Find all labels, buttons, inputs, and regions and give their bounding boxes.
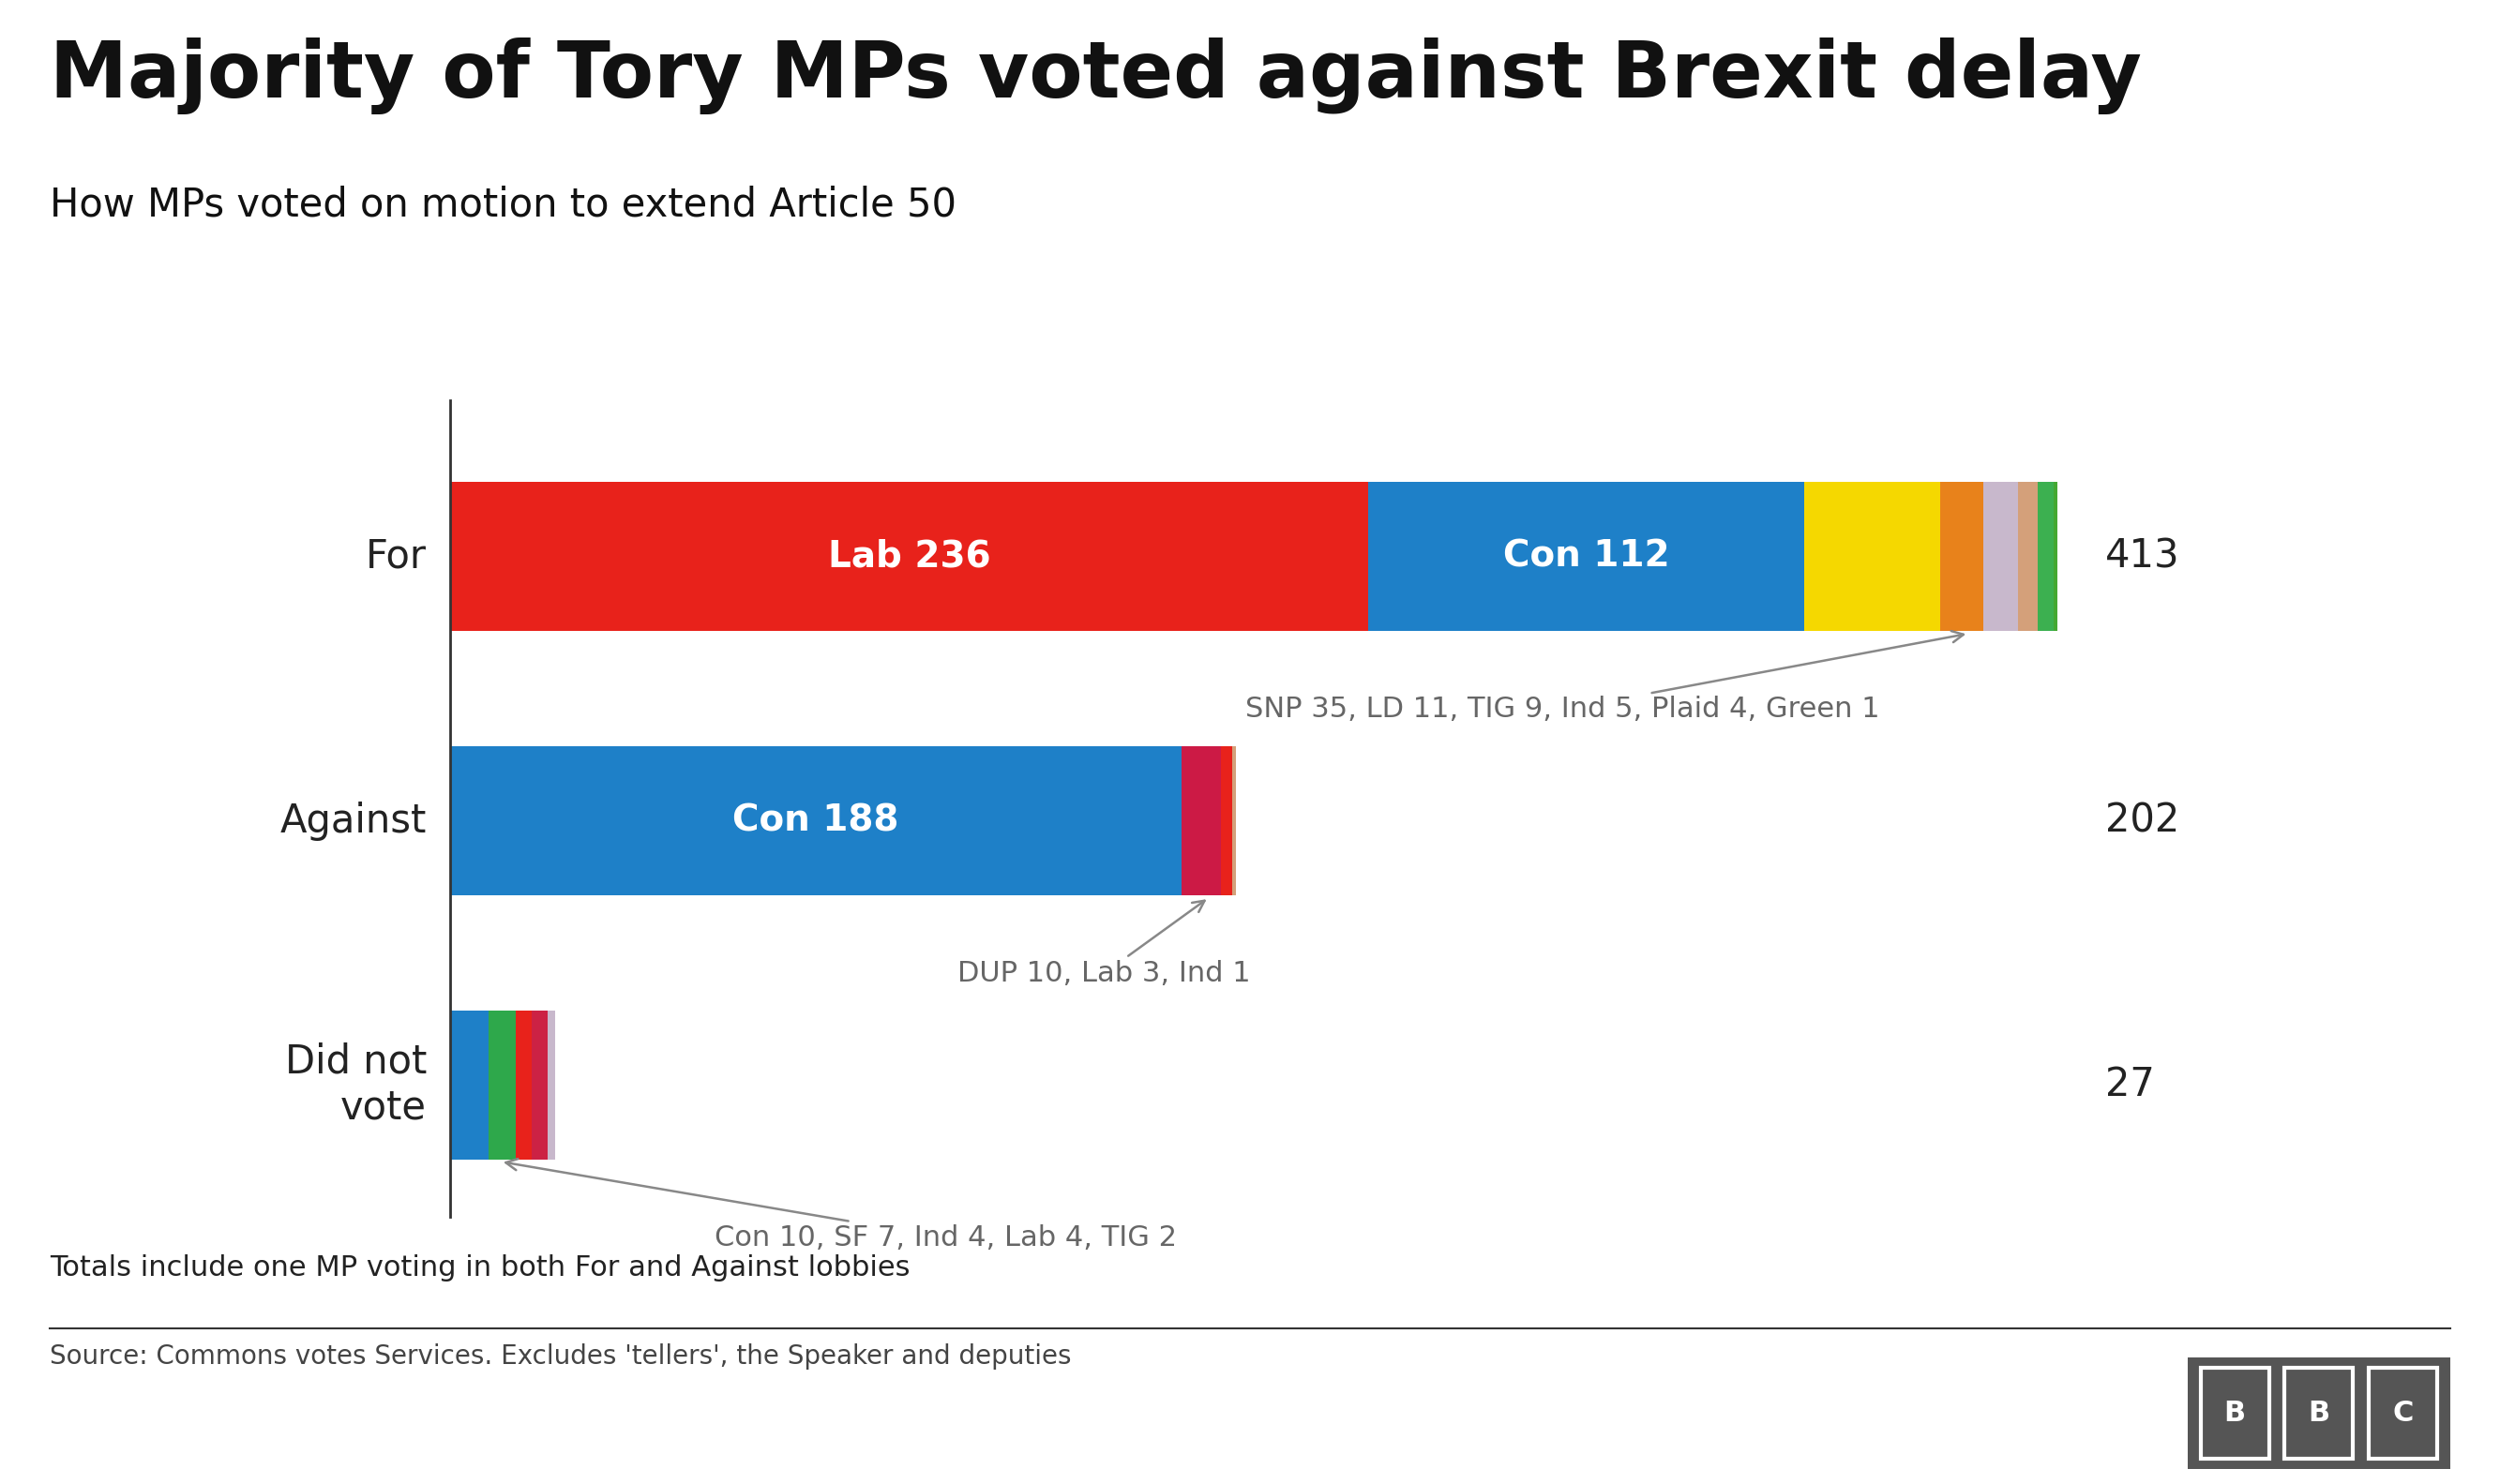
Bar bbox=[450, 482, 1368, 631]
Bar bbox=[450, 746, 1182, 895]
Text: Con 10, SF 7, Ind 4, Lab 4, TIG 2: Con 10, SF 7, Ind 4, Lab 4, TIG 2 bbox=[505, 1159, 1178, 1251]
Bar bbox=[2200, 1368, 2270, 1459]
Text: 27: 27 bbox=[2105, 1066, 2155, 1104]
Text: B: B bbox=[2225, 1399, 2245, 1428]
Bar bbox=[2018, 482, 2037, 631]
Text: SNP 35, LD 11, TIG 9, Ind 5, Plaid 4, Green 1: SNP 35, LD 11, TIG 9, Ind 5, Plaid 4, Gr… bbox=[1245, 631, 1962, 723]
Bar bbox=[2285, 1368, 2352, 1459]
Text: How MPs voted on motion to extend Article 50: How MPs voted on motion to extend Articl… bbox=[50, 186, 958, 226]
Bar bbox=[515, 1011, 533, 1159]
Text: Con 112: Con 112 bbox=[1502, 539, 1670, 574]
Text: 202: 202 bbox=[2105, 801, 2180, 840]
Bar bbox=[1368, 482, 1805, 631]
Bar bbox=[1182, 746, 1220, 895]
Text: Con 188: Con 188 bbox=[732, 803, 900, 838]
Bar bbox=[2038, 482, 2052, 631]
Bar bbox=[2052, 482, 2058, 631]
Text: Majority of Tory MPs voted against Brexit delay: Majority of Tory MPs voted against Brexi… bbox=[50, 37, 2143, 114]
Bar bbox=[1232, 746, 1235, 895]
Text: Lab 236: Lab 236 bbox=[828, 539, 990, 574]
Text: DUP 10, Lab 3, Ind 1: DUP 10, Lab 3, Ind 1 bbox=[958, 901, 1250, 987]
Bar bbox=[1940, 482, 1983, 631]
Bar bbox=[1220, 746, 1232, 895]
Text: Source: Commons votes Services. Excludes 'tellers', the Speaker and deputies: Source: Commons votes Services. Excludes… bbox=[50, 1343, 1072, 1370]
Bar bbox=[2368, 1368, 2438, 1459]
Bar bbox=[490, 1011, 515, 1159]
Text: B: B bbox=[2308, 1399, 2330, 1428]
Text: Totals include one MP voting in both For and Against lobbies: Totals include one MP voting in both For… bbox=[50, 1254, 910, 1281]
Bar bbox=[450, 1011, 490, 1159]
Text: 413: 413 bbox=[2105, 537, 2180, 576]
Bar bbox=[1805, 482, 1940, 631]
Bar bbox=[1982, 482, 2018, 631]
Bar bbox=[532, 1011, 548, 1159]
Bar bbox=[548, 1011, 555, 1159]
Text: C: C bbox=[2392, 1399, 2412, 1428]
